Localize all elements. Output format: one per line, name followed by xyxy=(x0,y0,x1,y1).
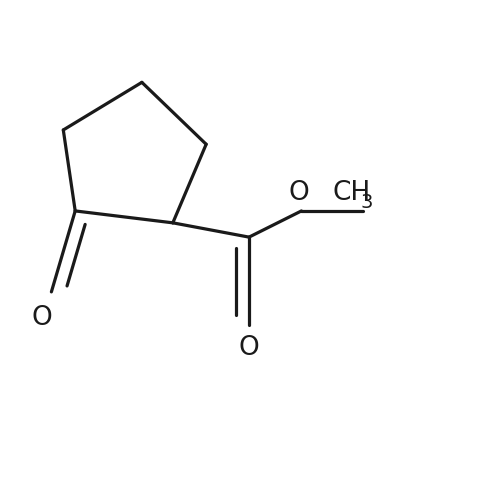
Text: O: O xyxy=(239,335,260,361)
Text: CH: CH xyxy=(332,180,371,206)
Text: 3: 3 xyxy=(361,193,373,212)
Text: O: O xyxy=(289,180,309,206)
Text: O: O xyxy=(32,305,52,331)
